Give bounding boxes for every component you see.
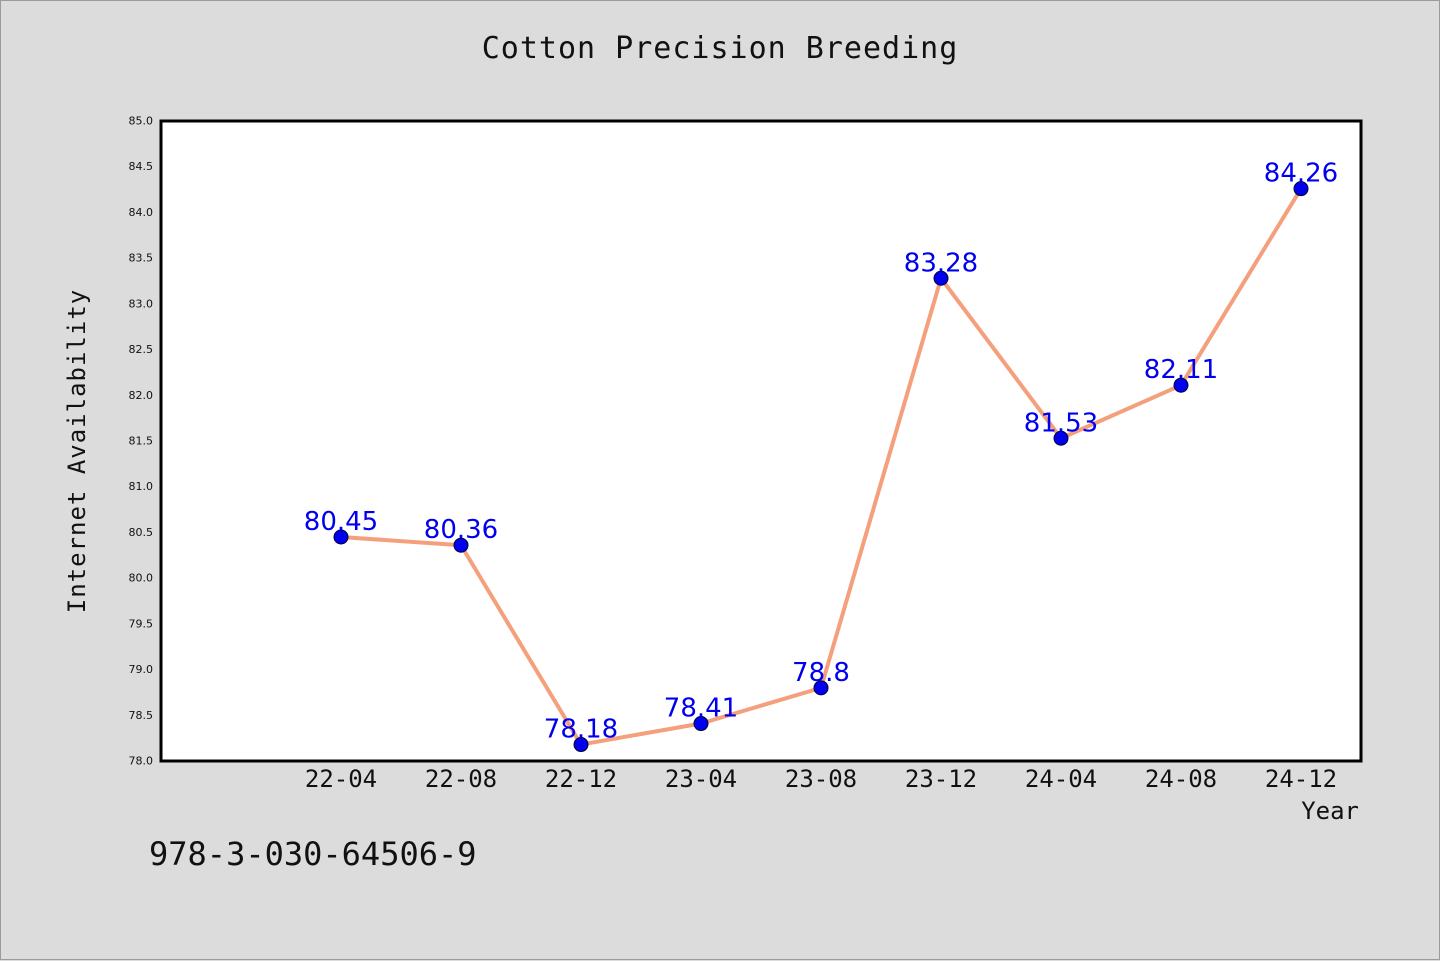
data-label: 78.18 bbox=[544, 715, 618, 745]
y-axis-ticks: 78.0 78.5 79.0 79.5 80.0 80.5 81.0 81.5 82.0 82.5… bbox=[129, 115, 154, 768]
y-tick-label: 78.5 bbox=[129, 709, 154, 722]
x-axis-label: Year bbox=[1301, 797, 1359, 825]
data-point bbox=[573, 737, 589, 753]
data-label: 80.36 bbox=[424, 515, 498, 545]
x-tick-label: 24-08 bbox=[1145, 765, 1217, 793]
data-label: 80.45 bbox=[304, 507, 378, 537]
y-tick-label: 83.0 bbox=[129, 297, 154, 310]
data-point bbox=[333, 529, 349, 545]
data-label: 84.26 bbox=[1264, 159, 1338, 189]
data-label: 78.8 bbox=[792, 658, 850, 688]
x-tick-label: 23-12 bbox=[905, 765, 977, 793]
data-labels-group: 80.45 80.36 78.18 78.41 78.8 83.28 81.53 82.11 8… bbox=[304, 159, 1338, 745]
x-tick-label: 24-12 bbox=[1265, 765, 1337, 793]
data-point bbox=[1173, 377, 1189, 393]
footer-code: 978-3-030-64506-9 bbox=[149, 835, 477, 873]
y-tick-label: 81.0 bbox=[129, 480, 154, 493]
data-label: 81.53 bbox=[1024, 408, 1098, 438]
x-tick-label: 23-08 bbox=[785, 765, 857, 793]
plot-area bbox=[159, 119, 1363, 763]
data-label: 82.11 bbox=[1144, 355, 1218, 385]
y-tick-label: 84.5 bbox=[129, 160, 154, 173]
y-tick-label: 78.0 bbox=[129, 755, 154, 768]
data-label: 78.41 bbox=[664, 694, 738, 724]
chart-title: Cotton Precision Breeding bbox=[481, 31, 959, 66]
x-tick-label: 22-12 bbox=[545, 765, 617, 793]
x-tick-label: 23-04 bbox=[665, 765, 737, 793]
data-point bbox=[813, 680, 829, 696]
x-tick-label: 22-08 bbox=[425, 765, 497, 793]
data-point bbox=[693, 716, 709, 732]
data-point bbox=[1293, 181, 1309, 197]
y-tick-label: 82.5 bbox=[129, 343, 154, 356]
y-tick-label: 85.0 bbox=[129, 115, 154, 128]
x-tick-label: 22-04 bbox=[305, 765, 377, 793]
series-markers-group bbox=[333, 181, 1309, 753]
y-tick-label: 79.5 bbox=[129, 617, 154, 630]
y-axis-label: Internet Availability bbox=[63, 288, 91, 614]
data-point bbox=[1053, 430, 1069, 446]
y-tick-label: 83.5 bbox=[129, 252, 154, 265]
y-tick-label: 80.0 bbox=[129, 572, 154, 585]
x-axis-ticks: 22-04 22-08 22-12 23-04 23-08 23-12 24-04 24-08… bbox=[220, 753, 1337, 793]
data-point bbox=[933, 270, 949, 286]
y-tick-label: 79.0 bbox=[129, 663, 154, 676]
y-tick-label: 84.0 bbox=[129, 206, 154, 219]
data-point bbox=[453, 537, 469, 553]
data-label: 83.28 bbox=[904, 248, 978, 278]
y-tick-label: 80.5 bbox=[129, 526, 154, 539]
y-tick-label: 81.5 bbox=[129, 435, 154, 448]
x-tick-label: 24-04 bbox=[1025, 765, 1097, 793]
y-tick-label: 82.0 bbox=[129, 389, 154, 402]
